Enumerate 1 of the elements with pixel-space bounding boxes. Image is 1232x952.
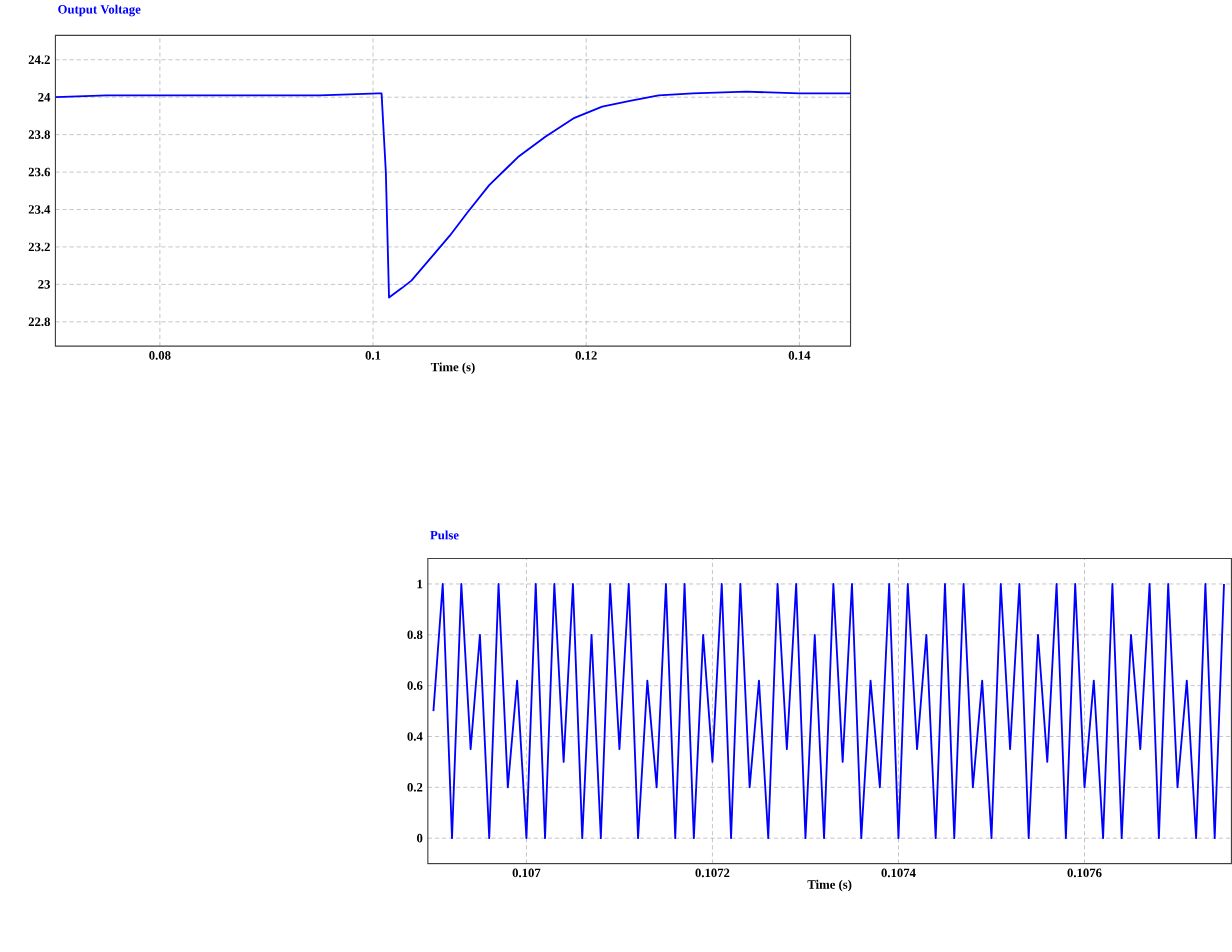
line-series xyxy=(432,582,1225,839)
